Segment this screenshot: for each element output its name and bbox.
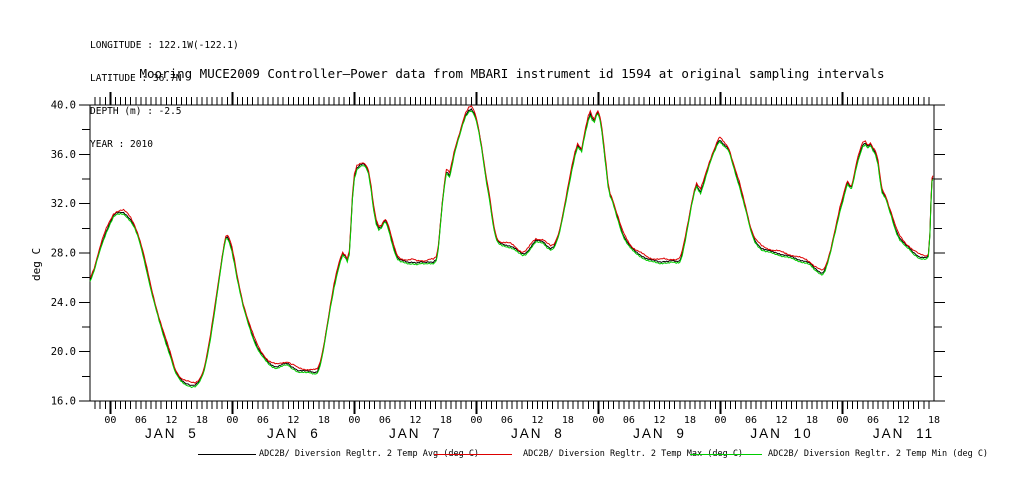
legend-label-min: ADC2B/ Diversion Regltr. 2 Temp Min (deg… (768, 449, 989, 459)
x-hour-label: 06 (379, 415, 391, 426)
x-hour-label: 00 (836, 415, 848, 426)
series-line-min (89, 110, 934, 389)
x-hour-label: 12 (531, 415, 543, 426)
x-hour-label: 00 (104, 415, 116, 426)
metadata-line-year: YEAR : 2010 (90, 139, 153, 150)
plot-border (89, 104, 935, 402)
x-hour-label: 12 (409, 415, 421, 426)
x-day-label: JAN 8 (511, 426, 564, 441)
y-tick-label: 16.0 (51, 396, 76, 408)
x-hour-label: 00 (348, 415, 360, 426)
x-hour-label: 06 (501, 415, 513, 426)
x-hour-label: 00 (226, 415, 238, 426)
chart-title: Mooring MUCE2009 Controller–Power data f… (139, 66, 885, 81)
x-hour-label: 12 (165, 415, 177, 426)
x-hour-label: 06 (745, 415, 757, 426)
x-hour-label: 18 (562, 415, 574, 426)
y-tick-label: 32.0 (51, 198, 76, 210)
x-hour-label: 00 (714, 415, 726, 426)
legend-label-avg: ADC2B/ Diversion Regltr. 2 Temp Avg (deg… (259, 449, 480, 459)
x-hour-label: 18 (684, 415, 696, 426)
x-hour-label: 06 (257, 415, 269, 426)
y-tick-label: 20.0 (51, 346, 76, 358)
x-hour-label: 12 (775, 415, 787, 426)
x-hour-label: 00 (592, 415, 604, 426)
x-hour-label: 18 (318, 415, 330, 426)
x-hour-label: 06 (135, 415, 147, 426)
x-hour-label: 06 (623, 415, 635, 426)
metadata-block: LONGITUDE : 122.1W(-122.1) LATITUDE : 36… (90, 18, 239, 172)
metadata-line-latitude: LATITUDE : 36.7N (90, 73, 182, 84)
x-hour-label: 12 (653, 415, 665, 426)
legend-line-avg (198, 454, 256, 455)
y-tick-label: 40.0 (51, 100, 76, 112)
y-tick-label: 24.0 (51, 297, 76, 309)
x-hour-label: 12 (287, 415, 299, 426)
metadata-line-depth: DEPTH (m) : -2.5 (90, 106, 182, 117)
x-day-label: JAN 10 (750, 426, 812, 441)
legend-line-min (690, 454, 762, 455)
x-day-label: JAN 9 (633, 426, 686, 441)
x-hour-label: 18 (928, 415, 940, 426)
y-tick-label: 28.0 (51, 248, 76, 260)
legend: ADC2B/ Diversion Regltr. 2 Temp Avg (deg… (0, 0, 1009, 459)
x-hour-label: 18 (196, 415, 208, 426)
metadata-line-longitude: LONGITUDE : 122.1W(-122.1) (90, 40, 239, 51)
x-day-label: JAN 7 (389, 426, 442, 441)
x-hour-label: 06 (867, 415, 879, 426)
x-hour-label: 00 (470, 415, 482, 426)
x-day-label: JAN 5 (145, 426, 198, 441)
y-tick-label: 36.0 (51, 149, 76, 161)
legend-label-max: ADC2B/ Diversion Regltr. 2 Temp Max (deg… (523, 449, 744, 459)
x-hour-label: 18 (440, 415, 452, 426)
legend-line-max (434, 454, 512, 455)
x-hour-label: 18 (806, 415, 818, 426)
x-hour-label: 12 (897, 415, 909, 426)
x-day-label: JAN 11 (873, 426, 934, 441)
series-line-max (89, 105, 934, 384)
x-day-label: JAN 6 (267, 426, 320, 441)
series-line-avg (89, 108, 934, 386)
